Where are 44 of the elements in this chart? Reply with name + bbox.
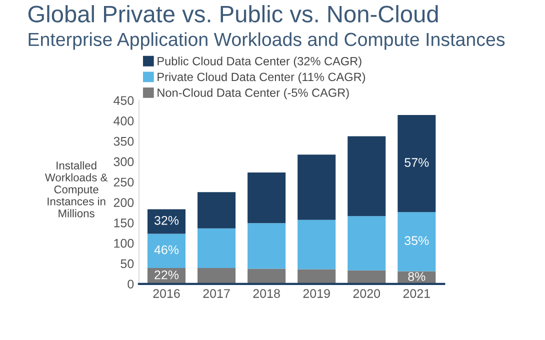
annotation: 46% <box>154 245 179 254</box>
y-tick-label: 100 <box>114 238 134 248</box>
bar <box>198 192 236 228</box>
y-tick-label: 50 <box>120 259 134 268</box>
bar <box>398 212 436 272</box>
annotation: 35% <box>404 236 429 246</box>
annotation: 8% <box>408 272 426 281</box>
y-tick-label: 150 <box>114 218 134 228</box>
x-tick-label: 2020 <box>353 289 380 298</box>
bar <box>298 220 336 270</box>
bar <box>348 216 386 270</box>
x-tick-label: 2019 <box>303 289 330 298</box>
y-axis-title: Installed Workloads & Compute Instances in Millions <box>44 161 108 218</box>
chart-title: Global Private vs. Public vs. Non-Cloud <box>28 5 438 22</box>
annotation: 22% <box>154 270 179 280</box>
x-tick-label: 2018 <box>253 289 280 298</box>
annotation: 57% <box>404 158 429 167</box>
bar <box>248 172 286 224</box>
y-tick-label: 300 <box>114 157 134 166</box>
annotation: 32% <box>154 216 179 225</box>
bar <box>147 234 186 268</box>
x-tick-label: 2016 <box>153 289 180 298</box>
legend-label: Public Cloud Data Center (32% CAGR) <box>158 56 362 68</box>
x-tick-label: 2017 <box>203 289 230 298</box>
bar <box>198 268 236 284</box>
y-tick-label: 350 <box>114 136 134 146</box>
y-tick-label: 450 <box>114 96 134 105</box>
bar <box>348 270 386 284</box>
bar <box>348 136 386 216</box>
bar <box>248 268 286 284</box>
bar <box>248 223 286 269</box>
bar <box>398 114 436 212</box>
legend-label: Non-Cloud Data Center (-5% CAGR) <box>158 88 349 100</box>
y-tick-label: 400 <box>114 116 134 126</box>
bar <box>298 269 336 284</box>
y-tick-label: 250 <box>114 178 134 187</box>
bar <box>147 209 186 234</box>
legend-label: Private Cloud Data Center (11% CAGR) <box>158 72 366 84</box>
y-tick-label: 0 <box>128 280 134 289</box>
y-tick-label: 200 <box>114 198 134 207</box>
bar <box>198 228 236 268</box>
x-tick-label: 2021 <box>403 289 430 298</box>
chart-subtitle: Enterprise Application Workloads and Compute Instances <box>28 32 505 50</box>
bar <box>298 154 336 220</box>
